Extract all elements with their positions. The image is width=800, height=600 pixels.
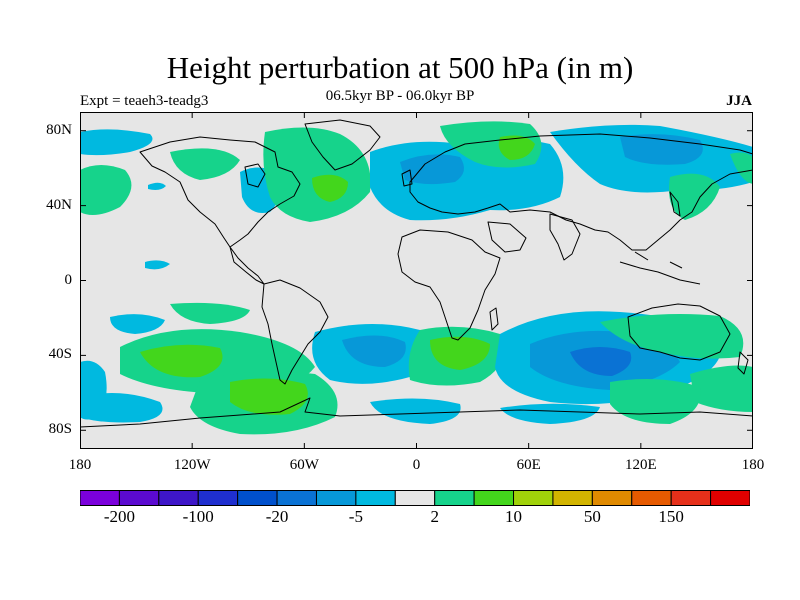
colorbar-label: -100 (182, 507, 214, 526)
anomaly-china-pos (669, 173, 720, 220)
anomaly-small-neg-1 (145, 260, 170, 270)
anomaly-sh-band-neg-west (110, 314, 165, 334)
lon-tick-label: 120W (173, 457, 211, 473)
coast-north-america (139, 136, 301, 248)
colorbar-box (631, 490, 672, 506)
anomaly-europe-neg2 (400, 154, 464, 185)
lat-tick-label: 80S (48, 421, 72, 438)
anomaly-pacific-right-pos (730, 152, 753, 184)
lon-tick-label: 0 (412, 457, 421, 473)
anomaly-siberia-core (498, 135, 535, 160)
anomaly-atlantic-max (312, 174, 348, 202)
coast-japan (669, 191, 681, 217)
colorbar-box (591, 490, 633, 506)
anomaly-safrica-core (430, 336, 490, 370)
colorbar-label: -20 (265, 507, 289, 526)
colorbar-label: 10 (505, 507, 523, 526)
coast-india (549, 213, 581, 261)
coast-madagascar (489, 307, 499, 331)
lon-tick-label: 120E (624, 457, 657, 473)
colorbar (80, 490, 750, 506)
colorbar-label: -200 (103, 507, 135, 526)
colorbar-box (118, 490, 160, 506)
lat-tick-label: 0 (64, 271, 73, 288)
season-label: JJA (726, 93, 752, 109)
colorbar-label: 50 (583, 507, 601, 526)
anomaly-npacific-small-neg (148, 182, 166, 190)
lat-tick-label: 80N (46, 121, 72, 138)
lon-tick-label: 60E (516, 457, 541, 473)
colorbar-box (355, 490, 396, 506)
colorbar-box (670, 490, 712, 506)
colorbar-box (158, 490, 199, 506)
coast-uk (401, 169, 413, 187)
colorbar-box (710, 490, 750, 506)
experiment-label: Expt = teaeh3-teadg3 (80, 93, 209, 109)
anomaly-south-america-pos (170, 302, 250, 324)
colorbar-box (197, 490, 239, 506)
anomaly-npacific-neg (80, 129, 153, 156)
colorbar-box (552, 490, 593, 506)
map-plot (80, 112, 753, 449)
anomaly-australia-pos (600, 314, 744, 359)
coast-hudson-bay (244, 163, 266, 188)
anomaly-antarctic-neg-east (370, 398, 461, 424)
anomaly-alaska-pos (170, 148, 240, 180)
anomaly-layer (80, 121, 753, 435)
colorbar-box (276, 490, 317, 506)
coast-new-zealand (737, 351, 749, 375)
colorbar-box (394, 490, 436, 506)
lon-tick-label: 180 (741, 457, 765, 473)
lon-tick-label: 60W (289, 457, 319, 473)
colorbar-box (434, 490, 475, 506)
coast-australia (627, 303, 731, 361)
colorbar-box (315, 490, 357, 506)
colorbar-box (513, 490, 554, 506)
colorbar-box (237, 490, 278, 506)
coast-south-america (261, 279, 329, 385)
coast-eurasia (409, 133, 753, 251)
lat-tick-label: 40N (46, 196, 72, 213)
colorbar-label: 2 (430, 507, 439, 526)
coast-indonesia (619, 251, 701, 285)
lon-tick-label: 180 (68, 457, 92, 473)
anomaly-antarctic-neg-east2 (500, 403, 600, 424)
lat-tick-label: 40S (48, 346, 72, 363)
coastlines (80, 119, 753, 428)
period-label: 06.5kyr BP - 06.0kyr BP (325, 88, 475, 104)
chart-title: Height perturbation at 500 hPa (in m) (166, 50, 634, 85)
axis-ticks (80, 112, 753, 449)
colorbar-label: -5 (348, 507, 363, 526)
anomaly-spac-core (140, 344, 223, 378)
anomaly-sindian-min (570, 347, 632, 376)
colorbar-box (80, 490, 120, 506)
anomaly-npacific-pos (80, 165, 132, 216)
colorbar-box (473, 490, 515, 506)
colorbar-label: 150 (658, 507, 684, 526)
anomaly-sw-pacific-pos (690, 365, 753, 412)
coast-antarctica (80, 397, 753, 428)
coast-greenland (304, 119, 381, 171)
coast-arabia (487, 221, 527, 253)
anomaly-antarctic-neg-west (80, 393, 163, 423)
anomaly-antarctic-pen-core (230, 378, 308, 415)
anomaly-satl-core (342, 335, 406, 367)
coast-africa (397, 229, 501, 341)
